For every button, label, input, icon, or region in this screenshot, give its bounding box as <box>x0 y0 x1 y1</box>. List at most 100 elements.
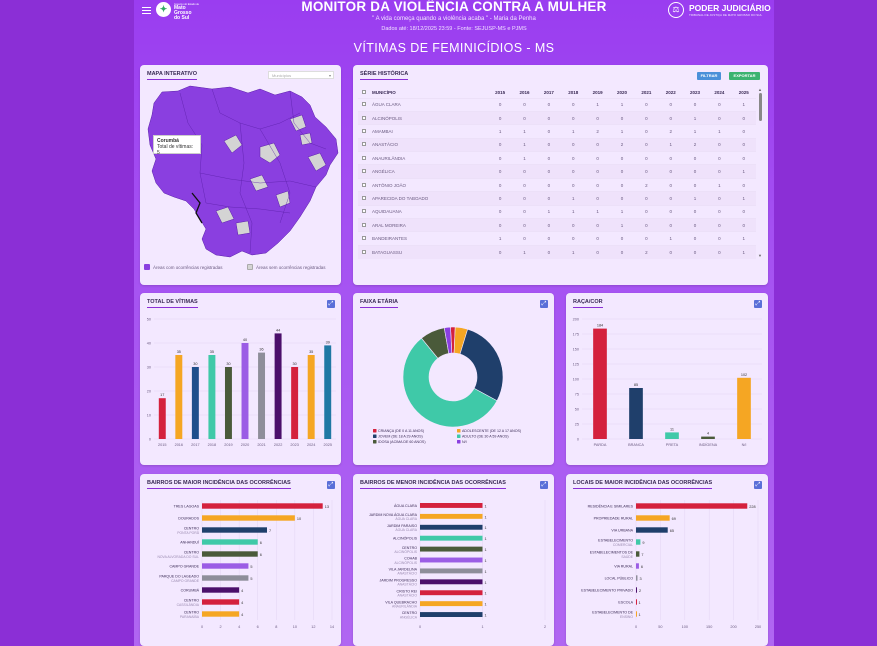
cell-value: 0 <box>731 204 756 219</box>
cell-value: 1 <box>512 124 537 139</box>
data-label: 10 <box>297 517 301 521</box>
locais-chart: 0 50 100 150 200 250 228 RESIDÊNCIA E SIMILARES… <box>581 500 761 629</box>
cell-value: 0 <box>488 137 513 152</box>
table-row[interactable]: ANTÔNIO JOÃO 0 0 0 0 0 0 2 0 0 1 0 <box>358 177 756 192</box>
bar <box>420 568 483 574</box>
expand-icon[interactable]: ⤢ <box>540 300 548 308</box>
y-tick-sublabel: ANGÉLICA <box>400 614 418 619</box>
table-row[interactable]: ÁGUA CLARA 0 0 0 0 1 1 0 0 0 0 1 <box>358 97 756 112</box>
table-row[interactable]: AQUIDAUANA 0 0 1 1 1 1 0 0 0 0 0 <box>358 204 756 219</box>
row-checkbox[interactable] <box>358 218 370 232</box>
cell-value: 2 <box>682 137 708 152</box>
x-tick-label: 2017 <box>191 443 199 447</box>
locais-card-title: LOCAIS DE MAIOR INCIDÊNCIA DAS OCORRÊNCI… <box>573 480 713 489</box>
data-label: 17 <box>160 393 164 397</box>
y-tick-label: ESTABELECIMENTO DE <box>592 611 633 615</box>
bar <box>629 388 643 439</box>
cell-value: 0 <box>585 110 610 125</box>
row-checkbox[interactable] <box>358 124 370 139</box>
expand-icon[interactable]: ⤢ <box>754 481 762 489</box>
x-tick-label: 0 <box>201 625 203 629</box>
table-row[interactable]: BATAGUASSU 0 1 0 1 0 0 2 0 0 0 1 <box>358 244 756 259</box>
export-button[interactable]: EXPORTAR <box>729 72 760 80</box>
cell-value: 0 <box>488 97 513 112</box>
row-checkbox[interactable] <box>358 110 370 125</box>
table-row[interactable]: BANDEIRANTES 1 0 0 0 0 0 0 1 0 0 1 <box>358 231 756 246</box>
data-label: 102 <box>741 373 747 377</box>
bar <box>202 515 295 521</box>
row-checkbox[interactable] <box>358 177 370 192</box>
cell-value: 0 <box>658 97 683 112</box>
y-tick-label: CAMPO GRANDE <box>169 565 199 569</box>
row-checkbox[interactable] <box>358 151 370 165</box>
cell-value: 0 <box>658 164 683 179</box>
row-checkbox[interactable] <box>358 137 370 152</box>
cell-value: 0 <box>585 231 610 246</box>
scroll-up-icon[interactable]: ▲ <box>758 87 762 92</box>
logo-left-line-4: do Sul <box>174 15 190 21</box>
locais-card: LOCAIS DE MAIOR INCIDÊNCIA DAS OCORRÊNCI… <box>566 474 768 646</box>
table-row[interactable]: AMAMBAI 1 1 0 1 2 1 0 2 1 1 0 <box>358 124 756 139</box>
cell-value: 0 <box>658 177 683 192</box>
row-checkbox[interactable] <box>358 244 370 259</box>
cell-value: 0 <box>634 151 659 165</box>
filter-button[interactable]: FILTRAR <box>697 72 721 80</box>
poder-judiciario-logo: ⚖ PODER JUDICIÁRIO TRIBUNAL DE JUSTIÇA D… <box>668 1 771 19</box>
y-tick-sublabel: NOVA ALVORADA DO SUL <box>157 555 199 559</box>
table-row[interactable]: ANAURILÂNDIA 0 1 0 0 0 0 0 0 0 0 0 <box>358 151 756 165</box>
menu-icon[interactable] <box>142 7 151 14</box>
total-card-title: TOTAL DE VÍTIMAS <box>147 299 198 308</box>
bar <box>420 612 483 617</box>
cell-value: 0 <box>731 110 756 125</box>
bar <box>202 611 240 617</box>
x-tick-label: 12 <box>311 625 315 629</box>
cell-value: 0 <box>488 110 513 125</box>
data-label: 1 <box>485 537 487 541</box>
cell-value: 0 <box>707 204 732 219</box>
legend-label: CRIANÇA (DE 0 A 11 ANOS) <box>378 429 424 433</box>
scroll-down-icon[interactable]: ▼ <box>758 253 762 258</box>
expand-icon[interactable]: ⤢ <box>327 300 335 308</box>
cell-municipio: BANDEIRANTES <box>370 231 488 246</box>
row-checkbox[interactable] <box>358 204 370 219</box>
row-checkbox[interactable] <box>358 97 370 112</box>
table-row[interactable]: APARECIDA DO TABOADO 0 0 0 1 0 0 0 0 1 0 1 <box>358 191 756 206</box>
corumba-highlight[interactable] <box>191 192 203 224</box>
expand-icon[interactable]: ⤢ <box>754 300 762 308</box>
cell-value: 0 <box>561 151 586 165</box>
cell-value: 0 <box>488 164 513 179</box>
cell-value: 0 <box>634 164 659 179</box>
cell-municipio: ALCINÓPOLIS <box>370 110 488 125</box>
table-row[interactable]: ANASTÁCIO 0 1 0 0 0 2 0 1 2 0 0 <box>358 137 756 152</box>
table-row[interactable]: ARAL MOREIRA 0 0 0 0 0 1 0 0 0 0 0 <box>358 218 756 232</box>
cell-municipio: ANTÔNIO JOÃO <box>370 177 488 192</box>
row-checkbox[interactable] <box>358 231 370 246</box>
cell-value: 0 <box>682 231 708 246</box>
cell-value: 0 <box>488 204 513 219</box>
logo-right-subtitle: TRIBUNAL DE JUSTIÇA DE MATO GROSSO DO SU… <box>689 13 763 17</box>
row-checkbox[interactable] <box>358 164 370 179</box>
x-tick-label: 50 <box>658 625 662 629</box>
logo-right-title: PODER JUDICIÁRIO <box>689 3 771 13</box>
cell-value: 1 <box>512 137 537 152</box>
table-scrollbar[interactable]: ▲ ▼ <box>758 87 762 259</box>
row-checkbox[interactable] <box>358 191 370 206</box>
header: ✦ Governo do Estado de Mato Grosso do Su… <box>134 0 774 60</box>
cell-value: 0 <box>634 97 659 112</box>
cell-value: 0 <box>488 218 513 232</box>
y-tick-label: COHAB <box>404 557 417 561</box>
expand-icon[interactable]: ⤢ <box>327 481 335 489</box>
expand-icon[interactable]: ⤢ <box>540 481 548 489</box>
bar <box>202 587 240 593</box>
cell-value: 0 <box>731 137 756 152</box>
select-all-checkbox[interactable] <box>358 87 370 98</box>
table-row[interactable]: ANGÉLICA 0 0 0 0 0 0 0 0 0 0 1 <box>358 164 756 179</box>
table-row[interactable]: ALCINÓPOLIS 0 0 0 0 0 0 0 0 1 0 0 <box>358 110 756 125</box>
cell-value: 0 <box>658 218 683 232</box>
col-year: 2018 <box>568 89 579 95</box>
series-table-header: MUNICÍPIO 2015 2016 2017 2018 2019 2020 2021 20… <box>358 87 756 98</box>
cell-value: 0 <box>585 164 610 179</box>
scroll-thumb[interactable] <box>758 93 762 121</box>
municipio-select[interactable]: Municípios ▾ <box>268 71 334 79</box>
ms-state-map[interactable] <box>140 83 341 273</box>
